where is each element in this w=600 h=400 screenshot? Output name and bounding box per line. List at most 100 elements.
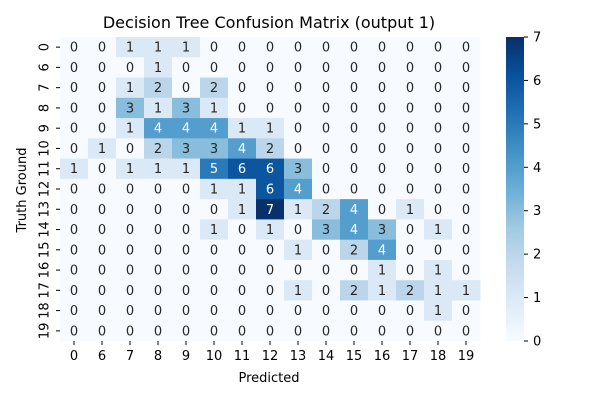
heatmap-cell <box>312 320 341 342</box>
heatmap-cell <box>424 158 453 180</box>
heatmap-cell <box>424 300 453 322</box>
cell-value-label: 0 <box>154 243 162 258</box>
cell-value-label: 0 <box>462 183 470 198</box>
cell-value-label: 0 <box>70 122 78 137</box>
cell-value-label: 0 <box>98 61 106 76</box>
heatmap-cell <box>284 199 313 220</box>
heatmap-cell <box>368 239 397 261</box>
heatmap-cell <box>424 118 453 139</box>
cell-value-label: 0 <box>406 243 414 258</box>
heatmap-cell <box>368 158 397 180</box>
cell-value-label: 1 <box>406 203 414 218</box>
cell-value-label: 0 <box>322 324 330 339</box>
heatmap-cell <box>452 77 481 99</box>
heatmap-cell <box>172 300 201 322</box>
cell-value-label: 0 <box>70 142 78 157</box>
cell-value-label: 2 <box>350 284 358 299</box>
heatmap-cell <box>312 280 341 301</box>
cell-value-label: 3 <box>322 223 330 238</box>
cell-value-label: 0 <box>210 284 218 299</box>
heatmap-cell <box>60 37 89 58</box>
heatmap-cell <box>284 239 313 261</box>
cell-value-label: 0 <box>154 304 162 319</box>
heatmap-cell <box>172 199 201 220</box>
heatmap-cell <box>452 219 481 241</box>
heatmap-cell <box>340 280 369 301</box>
heatmap-cell <box>312 77 341 99</box>
cell-value-label: 0 <box>70 61 78 76</box>
cell-value-label: 0 <box>182 81 190 96</box>
cell-value-label: 0 <box>238 264 246 279</box>
heatmap-cell <box>116 219 145 241</box>
cell-value-label: 0 <box>406 101 414 116</box>
cell-value-label: 0 <box>126 264 134 279</box>
cell-value-label: 0 <box>434 162 442 177</box>
y-tick-label: 7 <box>38 84 53 92</box>
heatmap-cell <box>172 320 201 342</box>
heatmap-cell <box>228 97 257 119</box>
x-tick-label: 10 <box>206 349 223 364</box>
heatmap-cell <box>368 199 397 220</box>
heatmap-cell <box>88 219 117 241</box>
heatmap-cell <box>60 219 89 241</box>
heatmap-cell <box>256 239 285 261</box>
cell-value-label: 0 <box>70 101 78 116</box>
cell-value-label: 0 <box>126 243 134 258</box>
heatmap-cell <box>424 178 453 200</box>
cell-value-label: 1 <box>434 304 442 319</box>
cell-value-label: 0 <box>210 203 218 218</box>
cell-value-label: 0 <box>210 61 218 76</box>
cell-value-label: 0 <box>154 203 162 218</box>
cell-value-label: 1 <box>210 183 218 198</box>
heatmap-cell <box>228 320 257 342</box>
heatmap-cell <box>228 178 257 200</box>
heatmap-cell <box>368 280 397 301</box>
cell-value-label: 6 <box>266 183 274 198</box>
cell-value-label: 0 <box>98 223 106 238</box>
cell-value-label: 0 <box>378 142 386 157</box>
cell-value-label: 2 <box>210 81 218 96</box>
heatmap-cell <box>452 158 481 180</box>
heatmap-cell <box>340 77 369 99</box>
heatmap-cell <box>368 57 397 79</box>
heatmap-cell <box>340 138 369 160</box>
colorbar-tick-label: 0 <box>533 335 541 350</box>
heatmap-cell <box>228 280 257 301</box>
cell-value-label: 0 <box>350 183 358 198</box>
heatmap-cell <box>396 178 425 200</box>
cell-value-label: 0 <box>126 324 134 339</box>
heatmap-cell <box>88 118 117 139</box>
heatmap-cell <box>60 77 89 99</box>
cell-value-label: 0 <box>154 284 162 299</box>
cell-value-label: 0 <box>406 61 414 76</box>
cell-value-label: 0 <box>266 41 274 56</box>
heatmap-cell <box>396 77 425 99</box>
heatmap-cell <box>88 259 117 281</box>
cell-value-label: 0 <box>98 243 106 258</box>
cell-value-label: 0 <box>182 203 190 218</box>
cell-value-label: 1 <box>266 223 274 238</box>
cell-value-label: 0 <box>378 41 386 56</box>
cell-value-label: 3 <box>126 101 134 116</box>
heatmap-cell <box>200 320 229 342</box>
cell-value-label: 4 <box>378 243 386 258</box>
heatmap-cell <box>284 320 313 342</box>
cell-value-label: 0 <box>434 243 442 258</box>
heatmap-cell <box>116 158 145 180</box>
heatmap-cell <box>88 138 117 160</box>
heatmap-cell <box>284 57 313 79</box>
heatmap-cell <box>172 259 201 281</box>
cell-value-label: 0 <box>406 304 414 319</box>
cell-value-label: 0 <box>322 243 330 258</box>
cell-value-label: 0 <box>434 183 442 198</box>
y-axis-label: Truth Ground <box>15 148 30 234</box>
cell-value-label: 0 <box>182 284 190 299</box>
cell-value-label: 0 <box>294 304 302 319</box>
cell-value-label: 0 <box>294 61 302 76</box>
heatmap-cell <box>284 138 313 160</box>
heatmap-cell <box>284 259 313 281</box>
heatmap-cell <box>452 239 481 261</box>
cell-value-label: 0 <box>266 81 274 96</box>
heatmap-cell <box>228 219 257 241</box>
cell-value-label: 0 <box>462 324 470 339</box>
